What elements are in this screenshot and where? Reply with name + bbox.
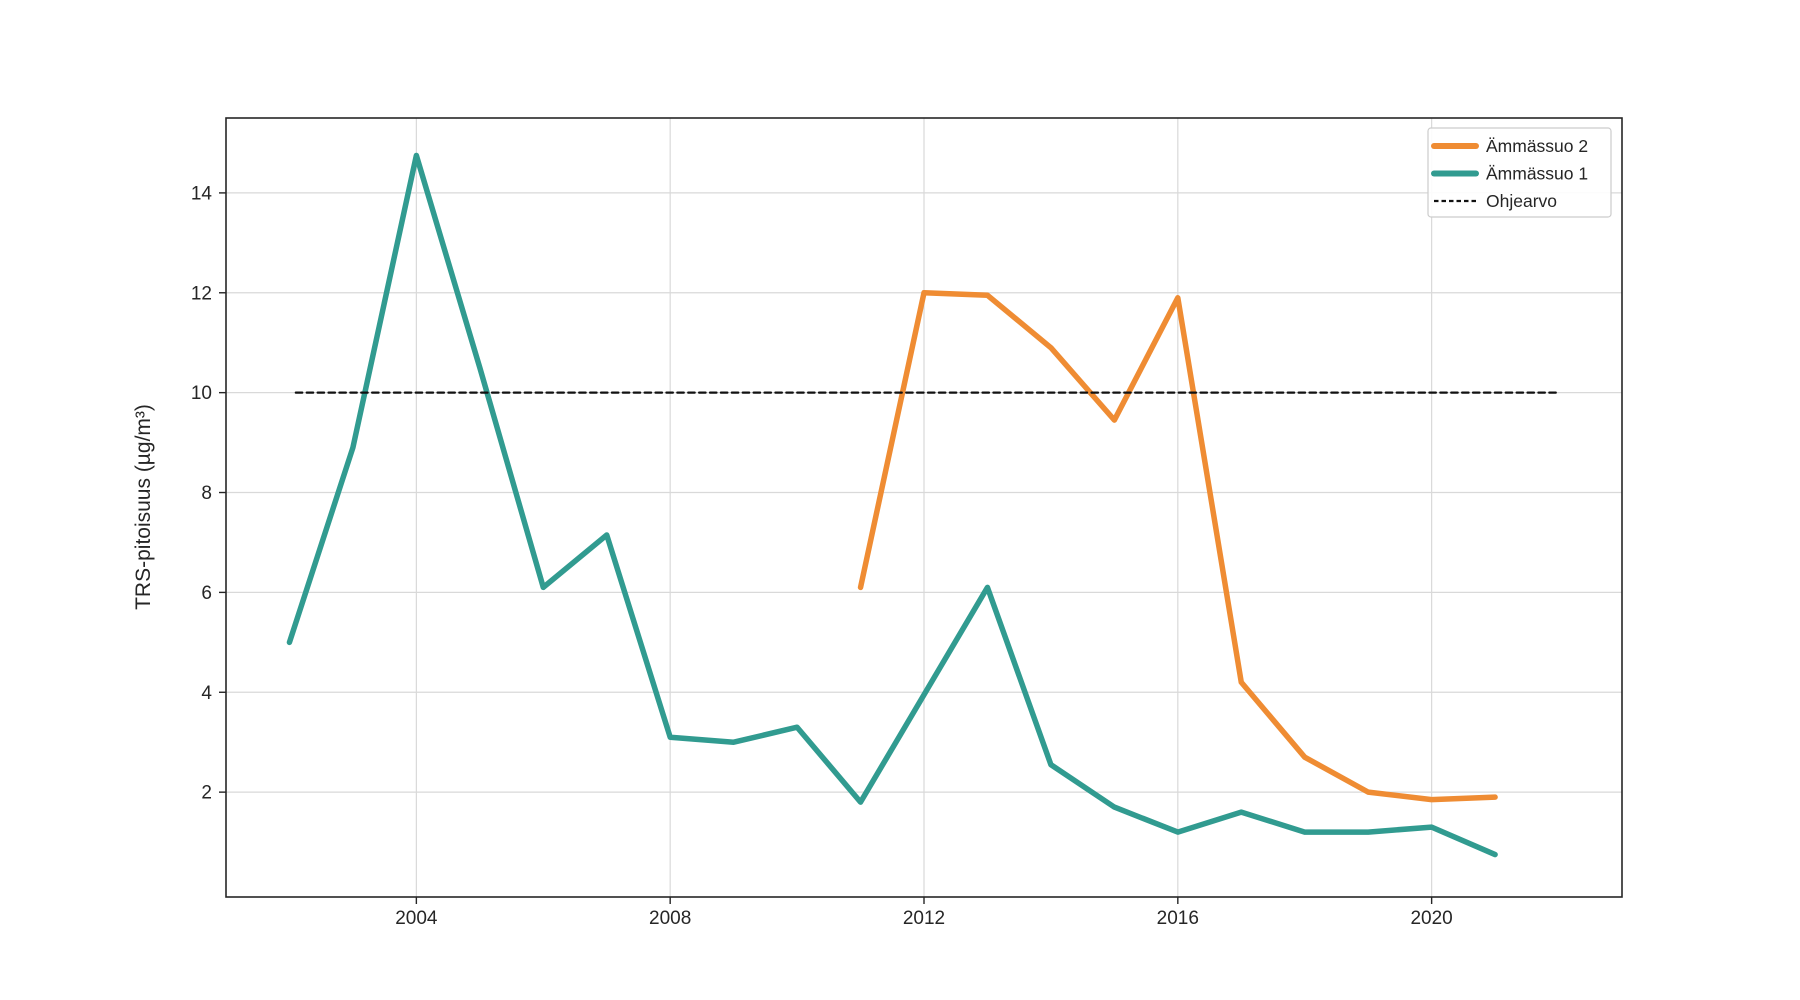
- y-axis-label: TRS-pitoisuus (µg/m³): [132, 404, 155, 610]
- y-tick-label-14: 14: [191, 183, 213, 204]
- legend-label--mm-ssuo-1: Ämmässuo 1: [1486, 164, 1588, 184]
- y-tick-label-2: 2: [201, 783, 212, 804]
- x-tick-label-2016: 2016: [1157, 908, 1199, 929]
- series-layer: [286, 152, 1560, 858]
- x-tick-label-2004: 2004: [395, 908, 438, 929]
- y-tick-label-4: 4: [201, 683, 212, 704]
- x-tick-label-2012: 2012: [903, 908, 945, 929]
- series-line--mm-ssuo-1: [286, 152, 1498, 858]
- x-tick-label-2020: 2020: [1410, 908, 1452, 929]
- x-tick-label-2008: 2008: [649, 908, 691, 929]
- axis-layer: 2004 2008 2012 2016 2020 2 4 6 8 10 12 14: [191, 117, 1623, 929]
- series-line--mm-ssuo-2: [857, 290, 1498, 803]
- legend-box: [1427, 127, 1612, 218]
- legend: Ämmässuo 2 Ämmässuo 1 Ohjearvo: [1427, 127, 1612, 218]
- grid-layer: [226, 118, 1622, 897]
- y-tick-label-12: 12: [191, 283, 212, 304]
- y-tick-label-10: 10: [191, 383, 212, 404]
- y-tick-label-6: 6: [201, 583, 212, 604]
- y-tick-label-8: 8: [201, 483, 212, 504]
- legend-label-ohjearvo: Ohjearvo: [1486, 191, 1557, 211]
- legend-label--mm-ssuo-2: Ämmässuo 2: [1486, 136, 1588, 156]
